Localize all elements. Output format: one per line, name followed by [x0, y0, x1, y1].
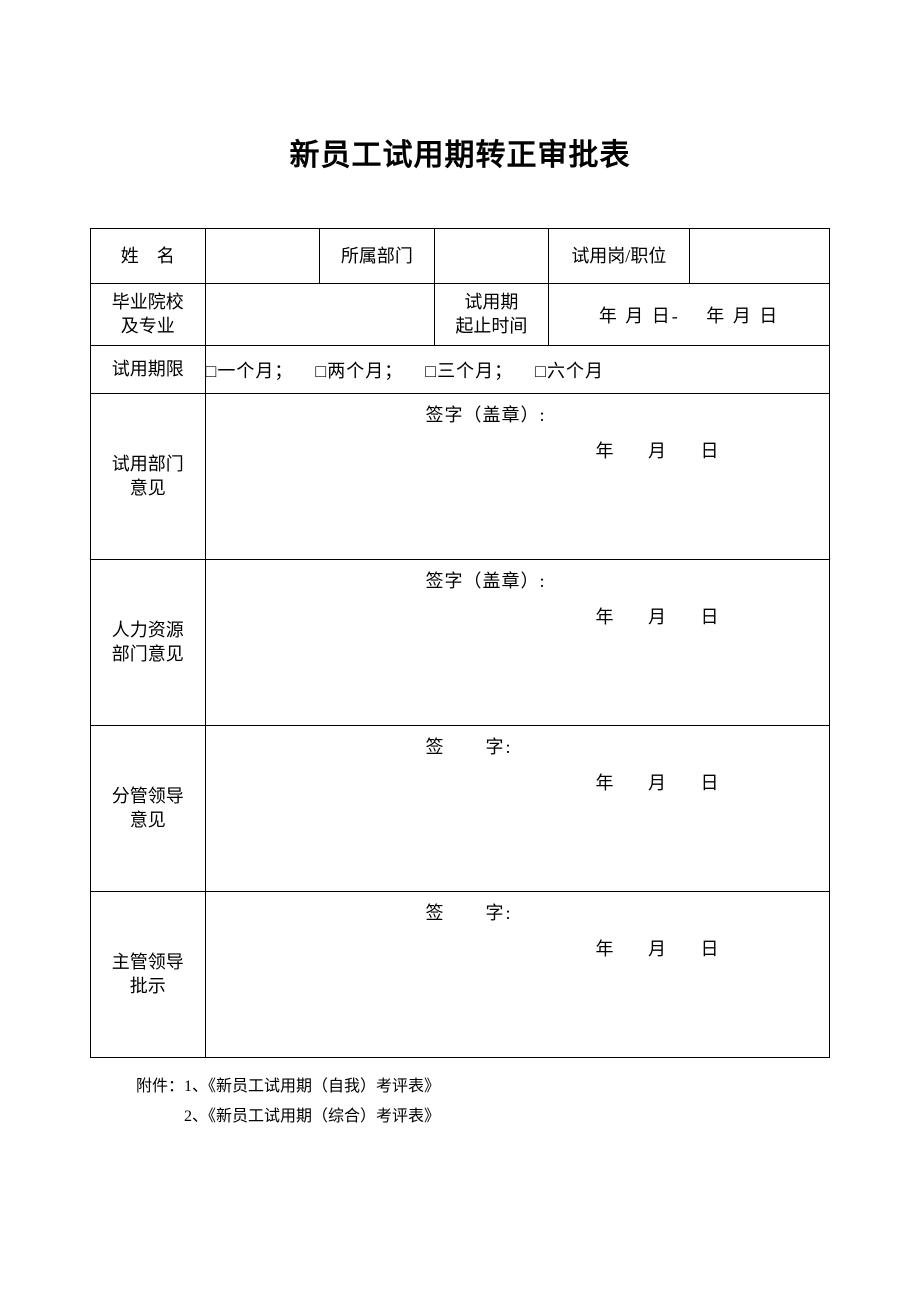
leader-opinion-line1: 分管领导	[112, 786, 184, 806]
month-label: 月	[648, 939, 668, 959]
school-label-line1: 毕业院校	[112, 292, 184, 312]
duration-label: 试用期限	[91, 346, 206, 394]
approval-form-table: 姓 名 所属部门 试用岗/职位 毕业院校 及专业 试用期 起止时间 年 月 日-…	[90, 228, 830, 1058]
table-row: 试用部门 意见 签字（盖章）: 年 月 日	[91, 394, 830, 560]
day-label: 日	[701, 773, 721, 793]
period-label-line2: 起止时间	[455, 316, 527, 336]
attachment-line-2: 2、《新员工试用期（综合）考评表》	[136, 1102, 830, 1132]
dept-opinion-content: 签字（盖章）: 年 月 日	[205, 394, 829, 560]
leader-opinion-label: 分管领导 意见	[91, 726, 206, 892]
director-opinion-line1: 主管领导	[112, 952, 184, 972]
day-label: 日	[701, 607, 721, 627]
school-label-line2: 及专业	[121, 316, 175, 336]
school-label: 毕业院校 及专业	[91, 284, 206, 346]
table-row: 人力资源 部门意见 签字（盖章）: 年 月 日	[91, 560, 830, 726]
position-label: 试用岗/职位	[549, 229, 689, 284]
period-value: 年 月 日- 年 月 日	[549, 284, 830, 346]
position-value	[689, 229, 829, 284]
dept-signature-date: 年 月 日	[596, 437, 721, 463]
dept-label: 所属部门	[320, 229, 435, 284]
attachment-prefix: 附件：	[136, 1078, 184, 1095]
attachment-item-2: 2、《新员工试用期（综合）考评表》	[184, 1108, 440, 1125]
duration-options: □一个月； □两个月； □三个月； □六个月	[205, 346, 829, 394]
dept-opinion-label: 试用部门 意见	[91, 394, 206, 560]
day-label: 日	[701, 939, 721, 959]
director-opinion-line2: 批示	[130, 976, 166, 996]
hr-opinion-line2: 部门意见	[112, 644, 184, 664]
hr-signature-label: 签字（盖章）:	[426, 567, 546, 593]
year-label: 年	[596, 939, 616, 959]
director-opinion-label: 主管领导 批示	[91, 892, 206, 1058]
leader-signature-label: 签 字:	[426, 733, 513, 759]
page-title: 新员工试用期转正审批表	[90, 130, 830, 174]
dept-opinion-line2: 意见	[130, 478, 166, 498]
year-label: 年	[596, 607, 616, 627]
year-label: 年	[596, 441, 616, 461]
leader-opinion-line2: 意见	[130, 810, 166, 830]
month-label: 月	[648, 607, 668, 627]
year-label: 年	[596, 773, 616, 793]
table-row: 主管领导 批示 签 字: 年 月 日	[91, 892, 830, 1058]
leader-signature-date: 年 月 日	[596, 769, 721, 795]
period-label: 试用期 起止时间	[434, 284, 549, 346]
period-label-line1: 试用期	[464, 292, 518, 312]
school-value	[205, 284, 434, 346]
attachments-block: 附件：1、《新员工试用期（自我）考评表》 2、《新员工试用期（综合）考评表》	[90, 1072, 830, 1133]
option-three-month: □三个月；	[425, 361, 513, 381]
option-two-month: □两个月；	[315, 361, 403, 381]
director-opinion-content: 签 字: 年 月 日	[205, 892, 829, 1058]
table-row: 姓 名 所属部门 试用岗/职位	[91, 229, 830, 284]
name-label: 姓 名	[91, 229, 206, 284]
day-label: 日	[701, 441, 721, 461]
hr-opinion-line1: 人力资源	[112, 620, 184, 640]
leader-opinion-content: 签 字: 年 月 日	[205, 726, 829, 892]
option-one-month: □一个月；	[206, 361, 294, 381]
hr-opinion-content: 签字（盖章）: 年 月 日	[205, 560, 829, 726]
table-row: 试用期限 □一个月； □两个月； □三个月； □六个月	[91, 346, 830, 394]
director-signature-date: 年 月 日	[596, 935, 721, 961]
attachment-item-1: 1、《新员工试用期（自我）考评表》	[184, 1078, 440, 1095]
month-label: 月	[648, 441, 668, 461]
dept-signature-label: 签字（盖章）:	[426, 401, 546, 427]
hr-signature-date: 年 月 日	[596, 603, 721, 629]
attachment-line-1: 附件：1、《新员工试用期（自我）考评表》	[136, 1072, 830, 1102]
director-signature-label: 签 字:	[426, 899, 513, 925]
option-six-month: □六个月	[535, 361, 604, 381]
table-row: 分管领导 意见 签 字: 年 月 日	[91, 726, 830, 892]
month-label: 月	[648, 773, 668, 793]
hr-opinion-label: 人力资源 部门意见	[91, 560, 206, 726]
dept-value	[434, 229, 549, 284]
name-value	[205, 229, 320, 284]
table-row: 毕业院校 及专业 试用期 起止时间 年 月 日- 年 月 日	[91, 284, 830, 346]
dept-opinion-line1: 试用部门	[112, 454, 184, 474]
